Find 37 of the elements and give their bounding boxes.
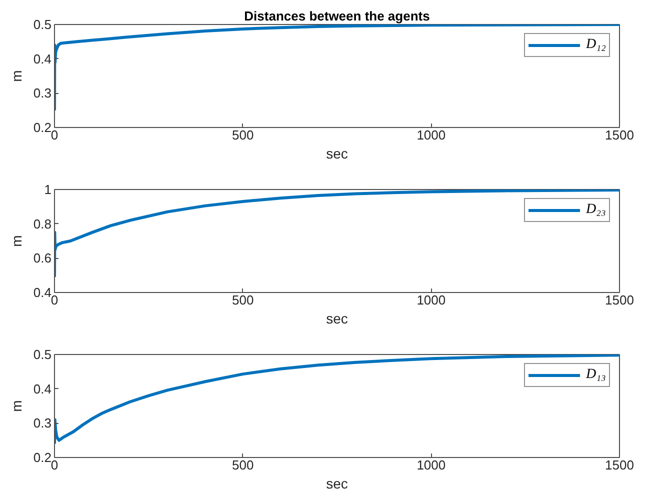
x-tick-label: 0 [50, 458, 58, 472]
line-series [54, 24, 620, 112]
y-axis-title: m [8, 235, 24, 247]
x-tick-label: 1500 [605, 292, 634, 308]
y-tick-label: 0.6 [33, 250, 52, 266]
x-tick-label: 1500 [605, 128, 634, 142]
y-tick-label: 0.4 [33, 285, 52, 300]
y-axis-title: m [8, 400, 24, 412]
x-tick-label: 500 [232, 292, 254, 308]
y-tick-label: 0.8 [33, 216, 52, 232]
y-tick-label: 0.3 [33, 86, 52, 101]
y-tick-label: 0.5 [33, 17, 52, 32]
x-tick-label: 0 [50, 292, 58, 308]
y-tick-label: 0.2 [33, 450, 52, 465]
x-tick-label: 1500 [605, 458, 634, 472]
line-series [54, 190, 620, 279]
legend-label: D₂₃ [586, 202, 606, 218]
x-axis-title: sec [326, 476, 348, 492]
y-tick-label: 0.2 [33, 120, 52, 135]
x-axis-title: sec [326, 310, 348, 326]
y-axis-title: m [8, 70, 24, 82]
y-tick-label: 0.3 [33, 416, 52, 431]
y-tick-label: 0.5 [33, 347, 52, 362]
chart-title: Distances between the agents [244, 8, 430, 24]
x-tick-label: 1000 [416, 128, 446, 142]
x-tick-label: 0 [50, 128, 58, 142]
legend-label: D₁₃ [586, 367, 606, 383]
y-tick-label: 0.4 [33, 381, 52, 396]
legend-label: D₁₂ [586, 37, 606, 53]
y-tick-label: 0.4 [33, 51, 52, 66]
x-tick-label: 1000 [416, 458, 446, 472]
x-axis-title: sec [326, 146, 348, 162]
x-tick-label: 500 [232, 128, 254, 142]
x-tick-label: 1000 [416, 292, 446, 308]
x-tick-label: 500 [232, 458, 254, 472]
line-series [54, 354, 620, 446]
y-tick-label: 1 [44, 182, 52, 197]
